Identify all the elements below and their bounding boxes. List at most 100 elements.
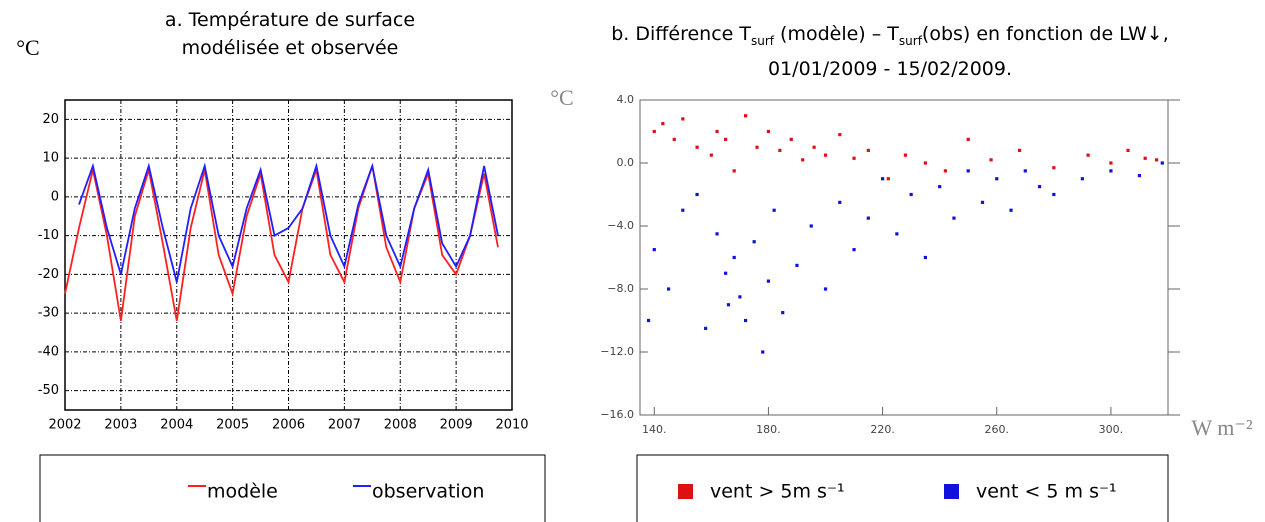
point	[1160, 161, 1164, 165]
title-part: (obs) en fonction de LW↓, 01/01/2009 - 1…	[768, 23, 1169, 80]
point	[755, 145, 759, 149]
point	[709, 153, 713, 157]
point	[1109, 169, 1113, 173]
point	[1037, 185, 1042, 189]
title-part: modélisée et observée	[181, 37, 399, 59]
point	[995, 177, 999, 181]
legend-box	[636, 454, 1169, 522]
point	[1009, 208, 1013, 212]
title-part: b. Différence T	[611, 23, 751, 45]
point	[903, 153, 908, 157]
series-line	[78, 162, 499, 283]
x-tick-label: 260.	[985, 423, 1010, 436]
point	[681, 117, 685, 121]
point	[795, 263, 799, 267]
point	[1023, 169, 1027, 173]
y-tick-label: −16.0	[600, 408, 634, 421]
point	[812, 145, 816, 149]
x-tick-label: 2009	[440, 418, 473, 433]
title-part: surf	[898, 33, 922, 48]
point	[744, 318, 748, 323]
y-tick-label: −4.0	[607, 219, 634, 232]
point	[752, 240, 756, 244]
point	[886, 177, 890, 181]
point	[801, 158, 805, 162]
point	[724, 137, 728, 141]
x-tick-label: 2006	[272, 418, 305, 433]
plot-frame	[639, 99, 1169, 416]
y-tick-label: -20	[38, 267, 59, 282]
x-tick-label: 2008	[384, 418, 417, 433]
title-part: (modèle) – T	[774, 23, 899, 45]
point	[715, 129, 719, 134]
y-tick-label: 4.0	[617, 93, 635, 106]
point	[781, 311, 785, 315]
y-axis-label: °C	[550, 85, 573, 110]
point	[895, 232, 899, 236]
y-tick-label: 0.0	[617, 156, 635, 169]
point	[938, 185, 942, 189]
point	[852, 248, 856, 252]
point	[1143, 156, 1147, 160]
legend-label: modèle	[207, 481, 278, 503]
title-part: surf	[750, 33, 774, 48]
point	[823, 287, 828, 291]
y-tick-label: 0	[51, 189, 59, 204]
point	[866, 216, 870, 220]
point	[966, 169, 970, 173]
point	[989, 158, 993, 162]
x-tick-label: 2003	[104, 418, 137, 433]
point	[695, 145, 699, 149]
point	[1137, 174, 1142, 178]
point	[695, 192, 699, 197]
y-tick-label: −8.0	[607, 282, 634, 295]
point	[1086, 153, 1090, 157]
point	[852, 156, 856, 160]
legend-swatch	[678, 484, 693, 499]
legend-label: vent > 5m s⁻¹	[710, 481, 845, 503]
point	[1052, 166, 1056, 170]
point	[724, 271, 728, 275]
point	[666, 287, 671, 291]
series-line	[64, 165, 499, 322]
point	[838, 200, 842, 204]
legend-box	[39, 454, 546, 522]
point	[923, 161, 928, 165]
y-tick-label: −12.0	[600, 345, 634, 358]
x-tick-label: 2010	[495, 418, 528, 433]
point	[672, 137, 676, 141]
point	[761, 350, 765, 354]
x-tick-label: 2004	[160, 418, 193, 433]
x-tick-label: 2002	[48, 418, 81, 433]
x-tick-label: 140.	[642, 423, 667, 436]
point	[652, 129, 656, 134]
point	[646, 318, 651, 323]
x-tick-label: 2005	[216, 418, 249, 433]
chart-title: b. Différence Tsurf (modèle) – Tsurf(obs…	[560, 20, 1220, 83]
y-tick-label: -10	[38, 228, 59, 243]
point	[1052, 192, 1056, 197]
point	[1109, 161, 1113, 165]
point	[1080, 177, 1084, 181]
point	[772, 208, 776, 212]
point	[923, 255, 928, 260]
point	[1154, 158, 1159, 162]
point	[880, 177, 885, 181]
x-tick-label: 220.	[870, 423, 895, 436]
point	[715, 232, 719, 236]
point	[866, 148, 870, 152]
legend-label: observation	[372, 481, 484, 503]
x-tick-label: 300.	[1099, 423, 1124, 436]
point	[732, 255, 736, 260]
point	[789, 137, 793, 141]
point	[1126, 148, 1130, 152]
legend-label: vent < 5 m s⁻¹	[976, 481, 1117, 503]
point	[966, 137, 970, 141]
y-tick-label: -50	[38, 383, 59, 398]
title-part: a. Température de surface	[164, 9, 416, 31]
point	[738, 295, 742, 299]
y-tick-label: -40	[38, 344, 59, 359]
x-tick-label: 180.	[756, 423, 781, 436]
